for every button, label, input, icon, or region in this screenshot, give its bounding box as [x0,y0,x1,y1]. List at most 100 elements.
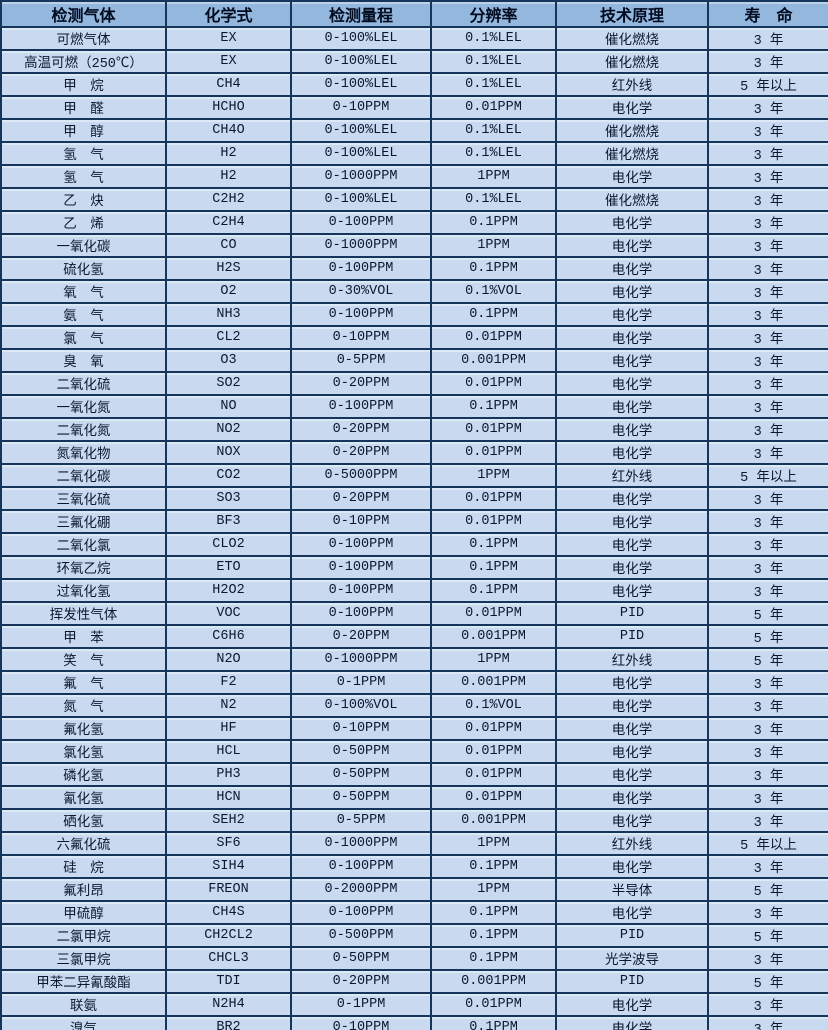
cell: PH3 [165,762,292,787]
table-row: 甲苯二异氰酸酯 TDI 0-20PPM 0.001PPM PID 5 年 [0,969,828,994]
cell: 0-100%LEL [290,187,432,212]
cell: 5 年 [707,923,828,948]
table-row: 过氧化氢 H2O2 0-100PPM 0.1PPM 电化学 3 年 [0,578,828,603]
cell: CH2CL2 [165,923,292,948]
column-header: 寿 命 [707,0,828,28]
cell: H2 [165,164,292,189]
cell: 0.1PPM [430,900,557,925]
cell: 3 年 [707,118,828,143]
cell: 二氯甲烷 [0,923,167,948]
cell: 0-100PPM [290,302,432,327]
cell: 氯 气 [0,325,167,350]
cell: 甲 醛 [0,95,167,120]
table-row: 乙 炔 C2H2 0-100%LEL 0.1%LEL 催化燃烧 3 年 [0,187,828,212]
table-row: 硅 烷 SIH4 0-100PPM 0.1PPM 电化学 3 年 [0,854,828,879]
cell: BF3 [165,509,292,534]
cell: 3 年 [707,739,828,764]
cell: 0.01PPM [430,992,557,1017]
table-row: 氮氧化物 NOX 0-20PPM 0.01PPM 电化学 3 年 [0,440,828,465]
cell: 环氧乙烷 [0,555,167,580]
cell: 0.01PPM [430,325,557,350]
table-row: 二氧化硫 SO2 0-20PPM 0.01PPM 电化学 3 年 [0,371,828,396]
cell: EX [165,49,292,74]
cell: 硫化氢 [0,256,167,281]
cell: 电化学 [555,348,709,373]
cell: CH4O [165,118,292,143]
table-body: 可燃气体 EX 0-100%LEL 0.1%LEL 催化燃烧 3 年高温可燃（250℃） E… [0,26,828,1030]
cell: NO2 [165,417,292,442]
cell: 0.1%LEL [430,26,557,51]
column-header: 分辨率 [430,0,557,28]
cell: BR2 [165,1015,292,1030]
cell: 3 年 [707,486,828,511]
table-row: 联氨 N2H4 0-1PPM 0.01PPM 电化学 3 年 [0,992,828,1017]
cell: 0-10PPM [290,509,432,534]
cell: HF [165,716,292,741]
cell: 电化学 [555,532,709,557]
table-row: 三氟化硼 BF3 0-10PPM 0.01PPM 电化学 3 年 [0,509,828,534]
cell: 3 年 [707,670,828,695]
cell: 催化燃烧 [555,118,709,143]
cell: 光学波导 [555,946,709,971]
table-row: 甲硫醇 CH4S 0-100PPM 0.1PPM 电化学 3 年 [0,900,828,925]
cell: 电化学 [555,486,709,511]
cell: 氮 气 [0,693,167,718]
cell: 5 年 [707,601,828,626]
cell: 0.01PPM [430,417,557,442]
cell: 0-1000PPM [290,831,432,856]
table-row: 高温可燃（250℃） EX 0-100%LEL 0.1%LEL 催化燃烧 3 年 [0,49,828,74]
cell: NOX [165,440,292,465]
cell: 3 年 [707,900,828,925]
cell: 0.001PPM [430,808,557,833]
cell: 3 年 [707,141,828,166]
cell: 0-100PPM [290,532,432,557]
cell: C6H6 [165,624,292,649]
cell: 3 年 [707,325,828,350]
column-header: 检测量程 [290,0,432,28]
cell: 0-100%LEL [290,26,432,51]
cell: 联氨 [0,992,167,1017]
cell: 3 年 [707,256,828,281]
cell: ETO [165,555,292,580]
cell: 0-100%LEL [290,72,432,97]
cell: 3 年 [707,95,828,120]
cell: 乙 烯 [0,210,167,235]
table-row: 笑 气 N2O 0-1000PPM 1PPM 红外线 5 年 [0,647,828,672]
cell: 0.01PPM [430,785,557,810]
cell: EX [165,26,292,51]
cell: 3 年 [707,808,828,833]
cell: TDI [165,969,292,994]
cell: 六氟化硫 [0,831,167,856]
cell: 电化学 [555,210,709,235]
cell: 0-100PPM [290,256,432,281]
cell: SEH2 [165,808,292,833]
cell: 0-500PPM [290,923,432,948]
cell: 0-1000PPM [290,164,432,189]
cell: H2O2 [165,578,292,603]
cell: PID [555,601,709,626]
cell: NH3 [165,302,292,327]
cell: 氟 气 [0,670,167,695]
cell: 笑 气 [0,647,167,672]
table-row: 一氧化氮 NO 0-100PPM 0.1PPM 电化学 3 年 [0,394,828,419]
cell: 0-100PPM [290,601,432,626]
cell: 0-20PPM [290,371,432,396]
cell: HCL [165,739,292,764]
cell: 0-100%LEL [290,118,432,143]
cell: 红外线 [555,72,709,97]
cell: 0-50PPM [290,739,432,764]
cell: 0-1000PPM [290,233,432,258]
cell: 1PPM [430,831,557,856]
cell: 0.1PPM [430,394,557,419]
cell: 三氧化硫 [0,486,167,511]
cell: 电化学 [555,785,709,810]
cell: 0.001PPM [430,969,557,994]
table-row: 氨 气 NH3 0-100PPM 0.1PPM 电化学 3 年 [0,302,828,327]
cell: 0.01PPM [430,95,557,120]
cell: FREON [165,877,292,902]
cell: O2 [165,279,292,304]
cell: 红外线 [555,831,709,856]
cell: SO2 [165,371,292,396]
cell: 1PPM [430,463,557,488]
cell: 5 年以上 [707,463,828,488]
